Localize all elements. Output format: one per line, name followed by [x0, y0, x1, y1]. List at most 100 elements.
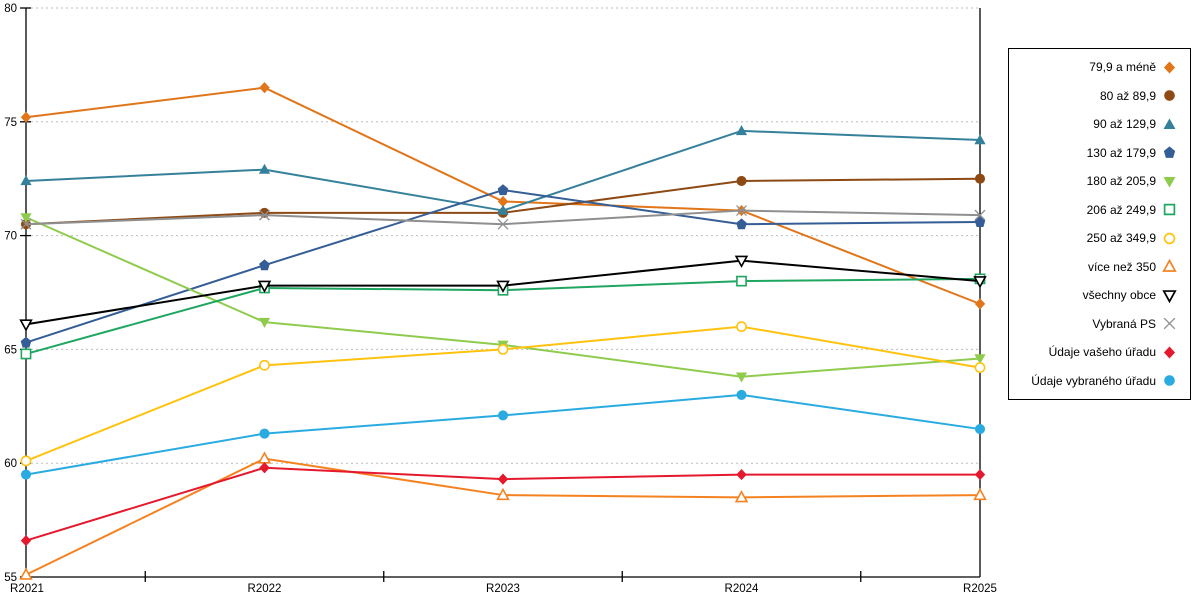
- triangle-down-open-marker: [734, 255, 749, 268]
- square-open-marker: [736, 275, 747, 287]
- legend-label: Údaje vybraného úřadu: [1031, 373, 1156, 388]
- pentagon-icon: [1163, 146, 1176, 159]
- triangle-up-marker: [735, 125, 748, 136]
- circle-open-marker: [974, 362, 986, 373]
- triangle-up-open-icon: [1162, 259, 1177, 273]
- legend-label: 90 až 129,9: [1093, 117, 1156, 132]
- pentagon-marker: [974, 216, 986, 227]
- circle-open-icon: [1163, 232, 1176, 244]
- triangle-up-open-marker: [973, 487, 987, 501]
- legend-item: 90 až 129,9: [1009, 116, 1190, 133]
- diamond-marker: [259, 462, 270, 474]
- legend-label: 79,9 a méně: [1089, 60, 1156, 75]
- legend-label: 206 až 249,9: [1086, 202, 1156, 217]
- legend-item: 250 až 349,9: [1009, 230, 1190, 247]
- legend-label: Údaje vašeho úřadu: [1048, 345, 1156, 360]
- circle-open-marker: [736, 321, 747, 332]
- x-marker: [497, 218, 509, 230]
- legend-item: Údaje vybraného úřadu: [1009, 372, 1190, 389]
- square-open-marker: [20, 348, 32, 360]
- diamond-marker: [974, 298, 986, 310]
- legend: 79,9 a méně 80 až 89,9 90 až 129,9 130 až 1…: [1008, 48, 1191, 400]
- legend-item: 80 až 89,9: [1009, 87, 1190, 104]
- triangle-up-open-marker: [734, 490, 749, 503]
- circle-icon: [1164, 375, 1175, 387]
- diamond-marker: [497, 195, 509, 208]
- legend-label: 80 až 89,9: [1099, 88, 1156, 103]
- triangle-down-open-marker: [257, 280, 272, 293]
- x-marker: [736, 205, 747, 217]
- y-tick-label: 70: [4, 231, 17, 243]
- triangle-up-open-marker: [257, 451, 272, 464]
- x-tick-label: R2021: [10, 583, 44, 595]
- legend-label: 130 až 179,9: [1086, 145, 1156, 160]
- triangle-down-open-marker: [973, 276, 987, 289]
- circle-marker: [975, 424, 986, 435]
- circle-marker: [736, 175, 747, 186]
- legend-item: 130 až 179,9: [1009, 144, 1190, 161]
- y-tick-label: 75: [4, 117, 17, 129]
- x-tick-label: R2025: [963, 583, 997, 595]
- legend-item: Vybraná PS: [1009, 315, 1190, 332]
- diamond-marker: [20, 534, 32, 547]
- diamond-marker: [974, 468, 986, 481]
- diamond-icon: [1163, 346, 1176, 359]
- legend-label: Vybraná PS: [1092, 316, 1156, 331]
- pentagon-marker: [736, 218, 747, 230]
- y-tick-label: 65: [4, 344, 17, 356]
- triangle-down-open-marker: [19, 319, 33, 332]
- legend-item: všechny obce: [1009, 287, 1190, 304]
- circle-marker: [259, 428, 270, 439]
- x-tick-label: R2023: [486, 583, 520, 595]
- legend-item: více než 350: [1009, 258, 1190, 275]
- triangle-down-marker: [20, 213, 32, 224]
- triangle-up-marker: [497, 204, 509, 215]
- x-marker: [259, 209, 270, 221]
- triangle-up-open-marker: [496, 487, 510, 501]
- x-marker: [20, 218, 32, 230]
- circle-marker: [975, 173, 986, 184]
- legend-label: 180 až 205,9: [1086, 174, 1156, 189]
- series-line: [25, 393, 981, 476]
- triangle-up-open-marker: [19, 567, 33, 580]
- diamond-icon: [1163, 61, 1176, 74]
- legend-item: 79,9 a méně: [1009, 59, 1190, 76]
- diamond-marker: [736, 468, 747, 481]
- x-tick-label: R2024: [725, 583, 759, 595]
- x-icon: [1163, 317, 1176, 330]
- legend-label: 250 až 349,9: [1086, 231, 1156, 246]
- x-marker: [974, 209, 986, 221]
- circle-marker: [259, 207, 270, 218]
- pentagon-marker: [497, 184, 509, 196]
- y-tick-label: 60: [4, 458, 17, 470]
- diamond-marker: [497, 473, 509, 485]
- circle-open-marker: [497, 343, 509, 355]
- circle-marker: [498, 410, 509, 421]
- legend-item: 180 až 205,9: [1009, 173, 1190, 190]
- pentagon-marker: [20, 336, 32, 348]
- legend-item: Údaje vašeho úřadu: [1009, 344, 1190, 361]
- legend-item: 206 až 249,9: [1009, 201, 1190, 218]
- triangle-down-icon: [1163, 176, 1176, 188]
- circle-open-marker: [20, 455, 32, 467]
- pentagon-marker: [259, 259, 270, 271]
- x-tick-label: R2022: [248, 583, 282, 595]
- triangle-down-marker: [258, 317, 271, 328]
- circle-icon: [1164, 90, 1175, 102]
- legend-label: více než 350: [1087, 259, 1156, 274]
- circle-open-marker: [259, 359, 270, 371]
- triangle-down-open-icon: [1162, 289, 1177, 303]
- y-tick-label: 55: [4, 572, 17, 584]
- triangle-down-marker: [974, 354, 986, 365]
- diamond-marker: [259, 82, 270, 94]
- y-tick-label: 80: [4, 3, 17, 15]
- triangle-down-marker: [735, 372, 748, 383]
- triangle-up-marker: [974, 134, 986, 145]
- circle-marker: [736, 389, 747, 400]
- legend-label: všechny obce: [1082, 288, 1156, 303]
- triangle-down-open-marker: [496, 280, 510, 293]
- series-line: [25, 86, 981, 305]
- triangle-up-marker: [20, 175, 32, 186]
- square-open-icon: [1163, 204, 1176, 216]
